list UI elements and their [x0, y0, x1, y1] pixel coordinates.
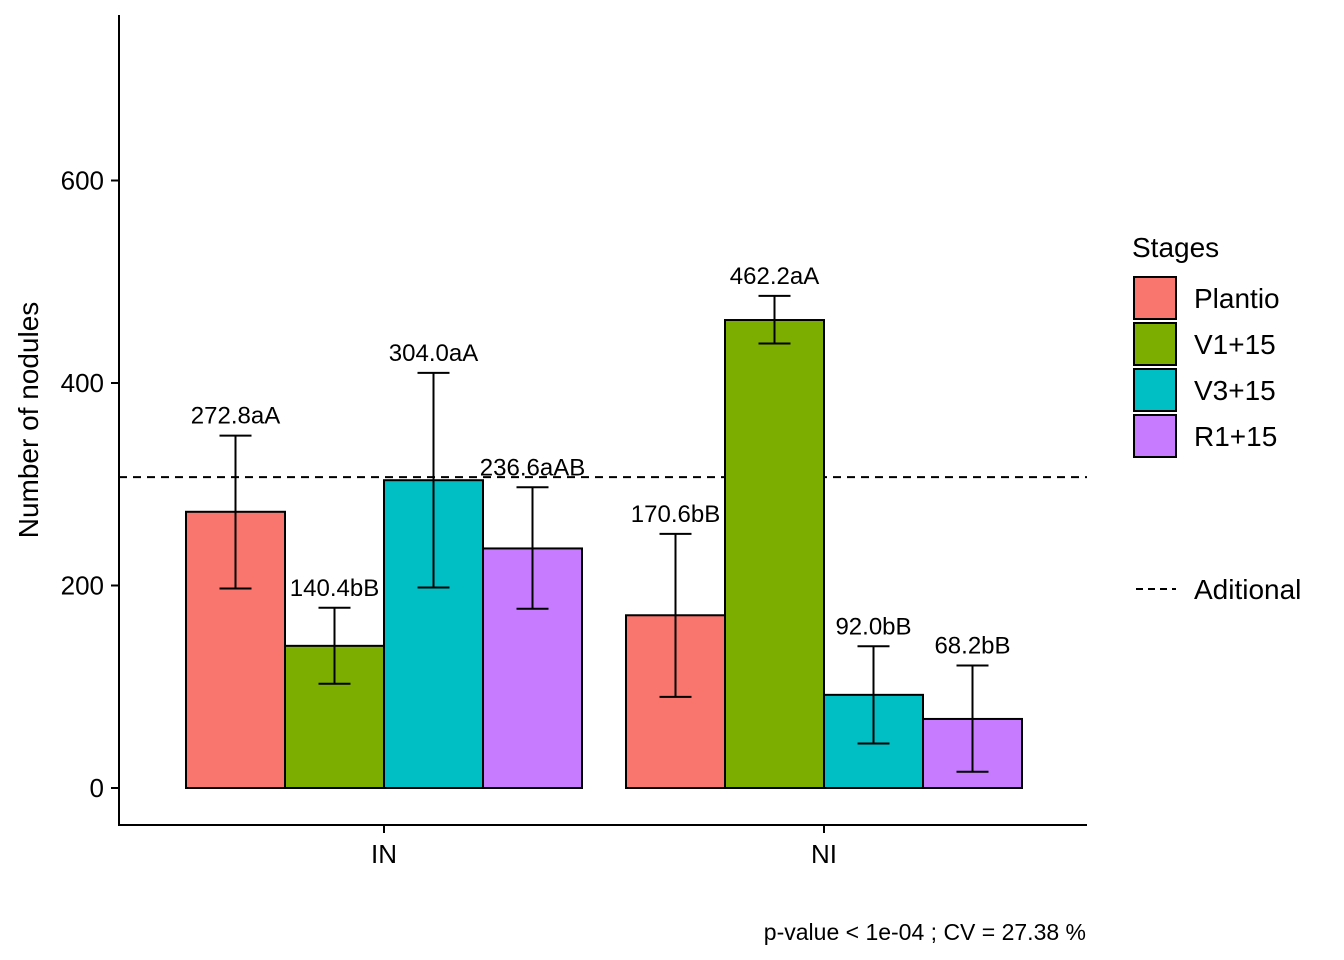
data-label: 68.2bB — [934, 632, 1010, 659]
legend-title: Stages — [1132, 232, 1219, 263]
data-label: 236.6aAB — [480, 454, 585, 481]
bar — [724, 319, 825, 789]
data-label: 140.4bB — [290, 575, 379, 602]
data-label: 462.2aA — [730, 263, 819, 290]
y-tick-label: 600 — [61, 166, 104, 196]
data-label: 304.0aA — [389, 340, 478, 367]
y-tick-label: 0 — [90, 773, 104, 803]
legend-label: V1+15 — [1194, 329, 1276, 360]
y-tick-label: 200 — [61, 571, 104, 601]
y-axis: 0 200 400 600 — [61, 15, 120, 825]
y-tick-label: 400 — [61, 368, 104, 398]
data-label: 170.6bB — [631, 501, 720, 528]
legend-label: Aditional — [1194, 574, 1301, 605]
y-axis-label: Number of nodules — [13, 302, 44, 539]
bars-layer: 272.8aA 140.4bB 304.0aA 236.6aAB 170.6bB 462.… — [185, 263, 1023, 790]
legend: Stages Plantio V1+15 V3+15 R1+15 Aditional — [1132, 232, 1301, 605]
x-tick-label: IN — [371, 839, 397, 869]
caption: p-value < 1e-04 ; CV = 27.38 % — [764, 919, 1086, 945]
legend-label: V3+15 — [1194, 375, 1276, 406]
data-label: 272.8aA — [191, 403, 280, 430]
data-label: 92.0bB — [835, 613, 911, 640]
legend-swatch — [1133, 276, 1177, 320]
x-tick-label: NI — [811, 839, 837, 869]
legend-swatch — [1133, 414, 1177, 458]
legend-label: R1+15 — [1194, 421, 1277, 452]
legend-label: Plantio — [1194, 283, 1280, 314]
legend-swatch — [1133, 322, 1177, 366]
x-axis: IN NI — [118, 824, 1087, 869]
legend-swatch — [1133, 368, 1177, 412]
